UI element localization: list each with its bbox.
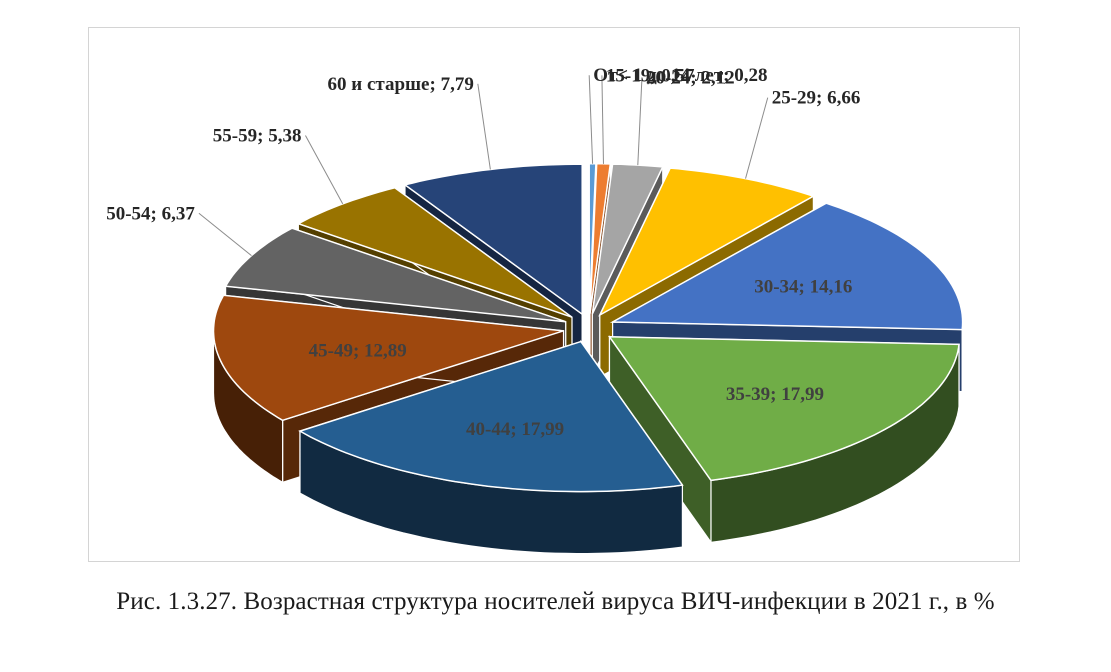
data-label-10: 60 и старше; 7,79 (328, 74, 474, 95)
chart-frame: От< 1 до 14 лет; 0,28 15-19; 0,57 20-24; 2… (88, 27, 1020, 562)
data-label-4: 30-34; 14,16 (754, 276, 852, 297)
leader-line-10 (477, 83, 491, 170)
figure-caption: Рис. 1.3.27. Возрастная структура носите… (116, 588, 995, 615)
data-label-5: 35-39; 17,99 (726, 384, 824, 405)
pie-tops (212, 162, 964, 493)
slice-30-34 (609, 202, 964, 331)
leader-line-1 (601, 75, 604, 164)
data-label-6: 40-44; 17,99 (466, 419, 564, 440)
slice-50-54 (224, 227, 566, 323)
slice-40-44 (298, 340, 684, 493)
data-label-1: 15-19; 0,57 (606, 65, 695, 86)
data-label-8: 50-54; 6,37 (106, 203, 195, 224)
slice-55-59 (296, 186, 573, 318)
slice-35-39 (608, 336, 960, 482)
slice-20-24 (591, 163, 664, 315)
data-label-9: 55-59; 5,38 (213, 126, 302, 147)
data-label-2: 20-24; 2,12 (646, 67, 735, 88)
data-label-7: 45-49; 12,89 (309, 341, 407, 362)
slice-60 и старше (403, 163, 583, 316)
data-label-0: От< 1 до 14 лет; 0,28 (593, 65, 767, 86)
leader-line-9 (305, 135, 344, 205)
slice-25-29 (598, 167, 816, 317)
leader-line-3 (745, 97, 769, 179)
label-leaders (198, 75, 769, 257)
data-label-3: 25-29; 6,66 (772, 88, 861, 109)
leader-line-8 (198, 212, 252, 257)
leader-line-0 (588, 75, 594, 164)
slice-45-49 (212, 294, 564, 422)
leader-line-2 (637, 77, 643, 166)
